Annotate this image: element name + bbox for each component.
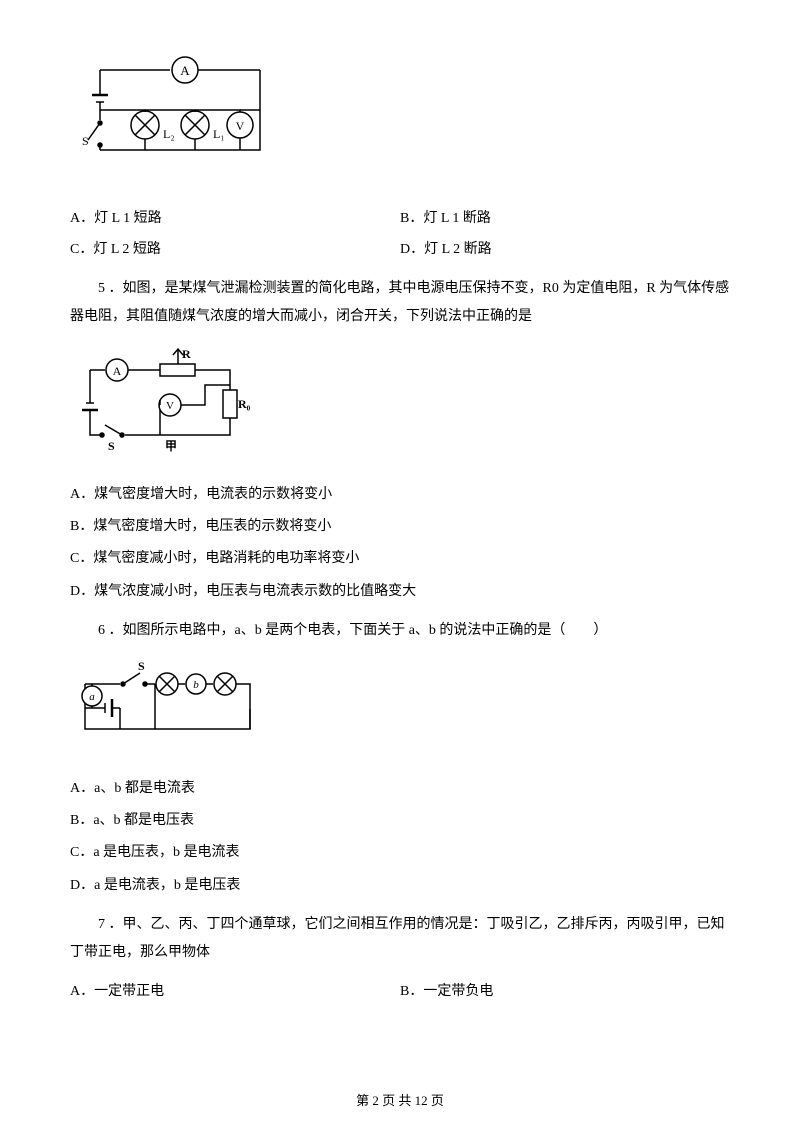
r-label: R [182,347,191,361]
q4-option-a: A．灯 L 1 短路 [70,208,400,230]
q4-option-d: D．灯 L 2 断路 [400,239,730,261]
meter-b-label: b [193,679,199,691]
q7-text: 7 ．甲、乙、丙、丁四个通草球，它们之间相互作用的情况是：丁吸引乙，乙排斥丙，丙… [70,911,730,967]
jia-label: 甲 [165,439,177,453]
ammeter-2-label: A [113,364,122,378]
circuit-diagram-1: A L₂ L₁ V S [70,50,730,188]
meter-a-label: a [89,691,95,703]
lamp-l1-label: L₁ [213,127,225,141]
q5-option-d: D．煤气浓度减小时，电压表与电流表示数的比值略变大 [70,581,730,603]
q4-option-b: B．灯 L 1 断路 [400,208,730,230]
q5-text: 5 ．如图，是某煤气泄漏检测装置的简化电路，其中电源电压保持不变，R0 为定值电… [70,275,730,331]
q6-option-c: C．a 是电压表，b 是电流表 [70,842,730,864]
q4-options-row2: C．灯 L 2 短路 D．灯 L 2 断路 [70,239,730,261]
q5-option-a: A．煤气密度增大时，电流表的示数将变小 [70,484,730,506]
q5-option-c: C．煤气密度减小时，电路消耗的电功率将变小 [70,548,730,570]
q7-options-row1: A．一定带正电 B．一定带负电 [70,981,730,1003]
q6-option-d: D．a 是电流表，b 是电压表 [70,875,730,897]
switch-label: S [82,134,89,148]
q6-option-a: A．a、b 都是电流表 [70,778,730,800]
q7-option-a: A．一定带正电 [70,981,400,1003]
q6-option-b: B．a、b 都是电压表 [70,810,730,832]
switch-2-label: S [108,439,115,453]
switch-3-label: S [138,659,145,673]
q6-text: 6 ．如图所示电路中，a、b 是两个电表，下面关于 a、b 的说法中正确的是（ … [70,617,730,645]
r0-label: R₀ [238,397,251,411]
q4-option-c: C．灯 L 2 短路 [70,239,400,261]
q5-option-b: B．煤气密度增大时，电压表的示数将变小 [70,516,730,538]
voltmeter-label: V [236,119,245,133]
q4-options-row1: A．灯 L 1 短路 B．灯 L 1 断路 [70,208,730,230]
circuit-diagram-2: A V R R₀ S 甲 [70,345,730,463]
lamp-l2-label: L₂ [163,127,175,141]
page-footer: 第 2 页 共 12 页 [0,1091,800,1112]
ammeter-label: A [180,63,190,78]
circuit-diagram-3: a b S [70,659,730,757]
voltmeter-2-label: V [166,400,174,412]
q7-option-b: B．一定带负电 [400,981,730,1003]
